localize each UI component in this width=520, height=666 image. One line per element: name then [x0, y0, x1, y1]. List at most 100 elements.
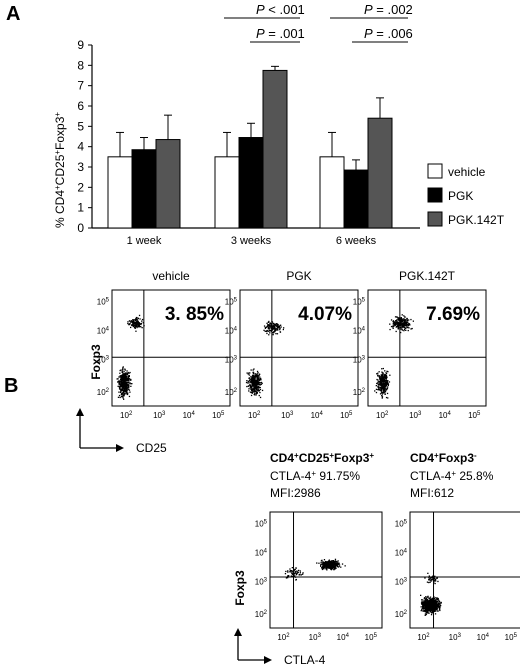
- event-dot: [248, 377, 250, 379]
- event-dot: [384, 393, 386, 395]
- event-dot: [381, 376, 383, 378]
- event-dot: [132, 325, 134, 328]
- plot-tick-labels: 102 102 103 103 104 104 105 105: [225, 298, 353, 420]
- event-dot: [436, 598, 438, 600]
- event-dot: [137, 320, 139, 322]
- event-dot: [128, 372, 130, 374]
- event-dot: [139, 323, 141, 325]
- event-dot: [129, 371, 131, 374]
- event-dot: [131, 321, 134, 324]
- tick-exponent: 2: [234, 388, 238, 394]
- event-dot: [255, 393, 258, 395]
- event-dot: [132, 320, 134, 322]
- event-dot: [321, 559, 323, 561]
- event-dot: [396, 321, 398, 323]
- event-dot: [122, 390, 124, 392]
- event-dot: [128, 395, 131, 398]
- event-dot: [384, 373, 386, 376]
- event-dot: [258, 385, 260, 387]
- event-dot: [291, 567, 293, 569]
- bar-vehicle: [107, 156, 133, 229]
- event-dot: [431, 602, 433, 604]
- flow-plot: [269, 511, 383, 629]
- event-dot: [135, 321, 137, 324]
- event-dot: [130, 378, 132, 381]
- event-dot: [124, 393, 126, 395]
- tick-exponent: 4: [346, 633, 350, 639]
- event-dot: [439, 603, 441, 605]
- event-dot: [429, 606, 431, 608]
- event-dot: [120, 389, 122, 391]
- tick-exponent: 4: [319, 411, 323, 417]
- event-dot: [422, 610, 424, 612]
- event-dot: [331, 563, 333, 565]
- event-dot: [394, 321, 396, 323]
- event-dot: [250, 377, 252, 379]
- event-dot: [425, 609, 427, 612]
- event-dot: [122, 383, 124, 386]
- event-dot: [428, 577, 430, 579]
- event-dot: [259, 391, 261, 394]
- event-dot: [129, 382, 131, 384]
- event-dot: [431, 600, 433, 602]
- event-dot: [124, 381, 126, 383]
- event-dot: [438, 603, 440, 605]
- event-dot: [379, 378, 381, 381]
- bar-PGK: [343, 169, 369, 229]
- event-dot: [333, 569, 335, 571]
- event-dot: [333, 564, 335, 566]
- event-dot: [123, 398, 125, 400]
- header-part: Foxp3: [334, 451, 370, 465]
- event-dot: [259, 379, 261, 381]
- event-dot: [381, 393, 384, 395]
- event-dot: [326, 569, 328, 571]
- event-dot: [257, 382, 259, 384]
- event-dot: [431, 607, 433, 609]
- legend-swatch-PGK: [427, 187, 443, 203]
- event-dot: [428, 579, 430, 581]
- event-dot: [258, 390, 260, 392]
- event-dot: [392, 326, 394, 328]
- y-tick-label: 8: [77, 58, 84, 72]
- event-dot: [403, 322, 405, 325]
- event-dot: [381, 375, 384, 377]
- event-dot: [433, 602, 436, 604]
- event-dot: [250, 389, 253, 391]
- event-dot: [438, 609, 441, 611]
- event-dot: [407, 326, 409, 329]
- event-dot: [431, 612, 433, 614]
- event-dot: [320, 565, 322, 567]
- event-dot: [125, 387, 128, 389]
- event-dot: [385, 381, 387, 384]
- tick-exponent: 5: [349, 411, 353, 417]
- event-dot: [259, 382, 261, 384]
- event-dot: [299, 570, 301, 572]
- plot-title: vehicle: [152, 269, 190, 283]
- event-dot: [253, 391, 255, 393]
- plot-tick-labels: 102 102 103 103 104 104 105 105: [353, 298, 481, 420]
- event-dot: [427, 597, 429, 599]
- event-dot: [294, 571, 296, 573]
- event-dot: [337, 563, 339, 565]
- event-dot: [326, 561, 328, 563]
- event-dot: [424, 598, 426, 600]
- event-dot: [128, 380, 130, 382]
- y-tick-label: 103: [353, 356, 366, 365]
- event-dot: [405, 329, 407, 331]
- event-dot: [121, 382, 123, 384]
- tick-exponent: 3: [362, 356, 366, 362]
- header-part: Foxp3: [439, 451, 475, 465]
- event-dot: [118, 386, 121, 388]
- event-dot: [250, 369, 252, 371]
- event-dot: [257, 387, 259, 389]
- event-dot: [383, 384, 385, 387]
- event-dot: [128, 384, 130, 386]
- event-dot: [269, 329, 271, 332]
- event-dot: [300, 574, 302, 576]
- plot-frame: [269, 511, 383, 629]
- event-dot: [272, 326, 274, 328]
- event-dot: [380, 389, 382, 392]
- event-dot: [132, 323, 134, 325]
- tick-exponent: 3: [318, 633, 322, 639]
- event-dot: [119, 378, 122, 381]
